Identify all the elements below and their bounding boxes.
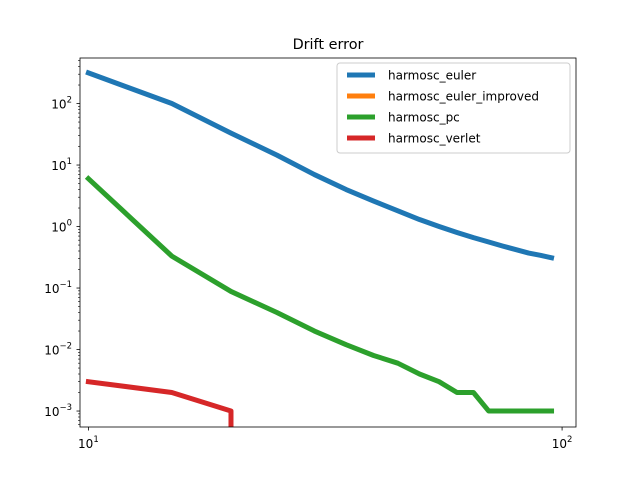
x-tick-label: 101	[78, 435, 99, 451]
x-tick-label: 102	[552, 435, 573, 451]
plot-frame	[79, 57, 577, 428]
y-tick-label: 10−1	[44, 280, 72, 296]
legend-label: harmosc_pc	[388, 111, 460, 125]
legend-label: harmosc_euler	[388, 69, 476, 83]
y-axis: 10−3 10−2 10−1 100 101 102	[44, 60, 80, 425]
legend-label: harmosc_verlet	[388, 132, 481, 146]
y-tick-label: 100	[51, 219, 72, 235]
legend: harmosc_euler harmosc_euler_improvedharmo…	[336, 62, 571, 154]
series-line-harmosc_euler	[85, 69, 555, 261]
series-line-harmosc_verlet	[85, 378, 234, 427]
y-tick-label: 10−2	[44, 342, 72, 358]
y-tick-label: 101	[51, 157, 72, 173]
series-layer	[84, 69, 555, 427]
series-line-harmosc_pc	[84, 175, 555, 414]
chart-title: Drift error	[293, 37, 364, 53]
legend-label: harmosc_euler_improved	[388, 90, 539, 104]
y-tick-label: 102	[51, 96, 72, 112]
x-axis: 101 102	[78, 427, 572, 451]
y-tick-label: 10−3	[44, 403, 72, 419]
legend-frame	[336, 62, 571, 154]
